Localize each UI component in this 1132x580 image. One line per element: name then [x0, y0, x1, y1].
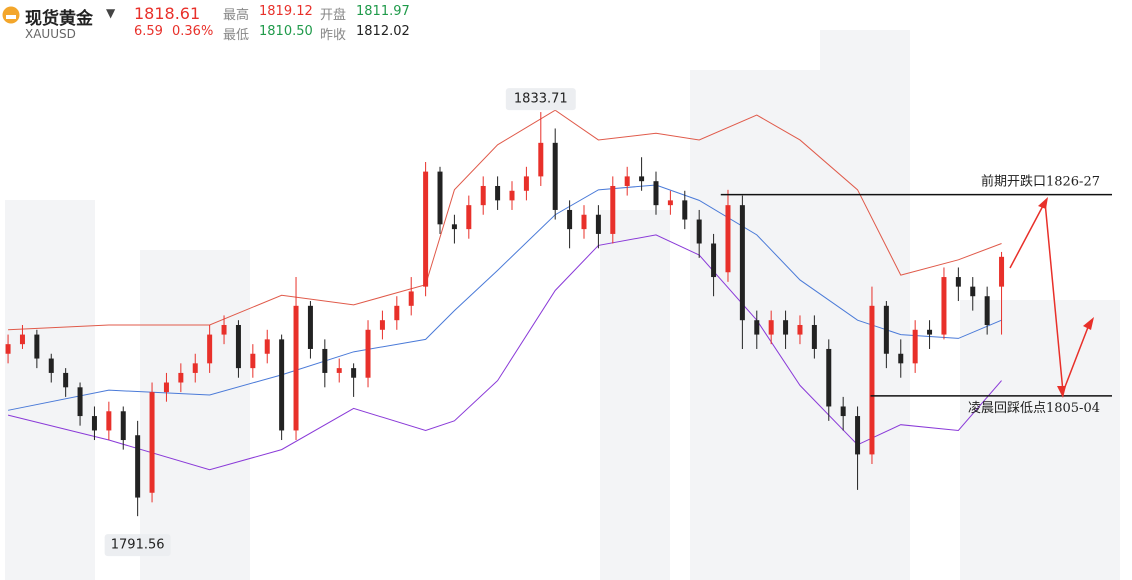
candle-body [855, 416, 861, 455]
open: 1811.97 [356, 4, 410, 19]
candle-body [106, 411, 112, 431]
candle-body [523, 176, 529, 191]
prev-label: 昨收 [320, 28, 347, 43]
low: 1810.50 [259, 24, 313, 39]
candle-body [783, 320, 789, 335]
candle-body [77, 387, 83, 417]
candle-body [437, 171, 443, 225]
icon [2, 6, 20, 24]
candle-body [840, 406, 846, 417]
candle-body [120, 411, 126, 441]
candle-body [135, 435, 141, 498]
candle-body [509, 190, 515, 201]
min-tag: 1791.56 [111, 538, 165, 553]
candle-body [581, 214, 587, 230]
candle-body [610, 185, 616, 234]
dropdown[interactable]: ▼ [106, 6, 116, 20]
candle-body [221, 324, 227, 335]
candle-body [927, 329, 933, 335]
candle-body [739, 205, 745, 321]
band-line [8, 109, 1002, 331]
candle-body [725, 205, 731, 273]
candle-body [639, 176, 645, 182]
candle-body [552, 142, 558, 210]
candle-body [178, 372, 184, 383]
projection-arrows [1009, 197, 1094, 398]
candle-body [264, 339, 270, 354]
open-label: 开盘 [320, 8, 347, 23]
candle-body [149, 392, 155, 493]
level-label: 前期开跌口1826-27 [981, 174, 1100, 190]
background-watermark [5, 30, 1120, 580]
candle-body [682, 200, 688, 220]
high-label: 最高 [223, 8, 250, 23]
candle-body [955, 277, 961, 287]
candle-body [322, 348, 328, 373]
candle-body [63, 372, 69, 388]
candle-body [768, 320, 774, 335]
candle-body [883, 305, 889, 354]
candle-body [192, 363, 198, 373]
candle-body [307, 305, 313, 349]
candle-body [984, 296, 990, 325]
candle-body [495, 185, 501, 201]
candle-body [480, 185, 486, 206]
prev-close: 1812.02 [356, 24, 410, 39]
min-tag-bg [104, 534, 171, 557]
candle-body [365, 329, 371, 378]
candle-body [336, 368, 342, 373]
candle-body [653, 181, 659, 206]
candle-body [667, 200, 673, 206]
candle-body [711, 243, 717, 278]
level-label: 凌晨回踩低点1805-04 [968, 401, 1100, 416]
band-line [7, 184, 1002, 411]
candle-body [941, 277, 947, 335]
candle-body [293, 305, 299, 431]
change: 6.59 [134, 24, 163, 39]
candle-body [912, 329, 918, 364]
symbol: XAUUSD [25, 27, 76, 41]
candle-body [207, 334, 213, 364]
name[interactable]: 现货黄金 [25, 9, 93, 29]
candle-body [48, 358, 54, 373]
low-label: 最低 [223, 28, 250, 43]
candle-body [351, 368, 357, 378]
candle-body [279, 339, 285, 431]
candle-body [826, 348, 832, 407]
candle-body [538, 142, 544, 177]
high: 1819.12 [259, 4, 313, 19]
max-tag-bg [505, 88, 576, 111]
candle-body [408, 291, 414, 306]
candle-body [394, 305, 400, 321]
candle-body [595, 214, 601, 234]
candle-body [379, 320, 385, 330]
candle-body [423, 171, 429, 287]
candle-body [34, 334, 40, 359]
candle-body [451, 224, 457, 230]
candle-body [19, 334, 25, 345]
candle-body [91, 416, 97, 431]
candle-body [696, 219, 702, 244]
band-line [7, 234, 1002, 471]
candle-body [163, 382, 169, 393]
candle-body [811, 324, 817, 349]
candle-body [999, 256, 1005, 287]
price: 1818.61 [134, 4, 201, 23]
candle-body [754, 320, 760, 335]
candle-body [797, 324, 803, 335]
max-tag: 1833.71 [514, 92, 568, 107]
candle-body [624, 176, 630, 186]
candle-body [898, 353, 904, 364]
candle-body [235, 324, 241, 369]
candle-body [869, 305, 875, 455]
candle-body [970, 286, 976, 297]
candle-body [466, 205, 472, 230]
candle-body [250, 353, 256, 369]
change-pct: 0.36% [172, 24, 214, 39]
candle-body [5, 344, 11, 354]
candle-body [567, 209, 573, 230]
